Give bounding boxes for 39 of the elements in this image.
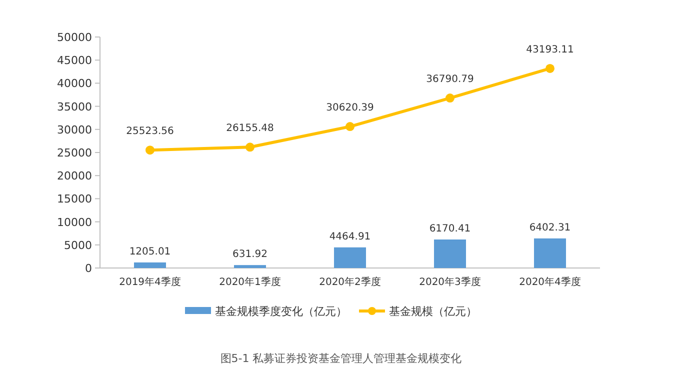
data-label: 4464.91 [329,231,371,242]
data-label: 1205.01 [129,246,171,258]
y-tick-label: 25000 [57,146,92,160]
y-tick-label: 20000 [57,170,92,183]
data-label: 6170.41 [429,223,471,234]
legend-label: 基金规模（亿元） [389,305,477,318]
data-label: 25523.56 [126,126,174,138]
data-label: 43193.11 [526,44,574,56]
data-label: 36790.79 [426,74,474,86]
x-tick-label: 2020年1季度 [219,276,281,288]
point [246,142,254,152]
y-tick-label: 5000 [64,238,92,252]
legend-label: 基金规模季度变化（亿元） [215,305,347,318]
point [146,146,154,155]
text: 图5-1 私募证券投资基金管理人管理基金规模变化 [220,352,462,365]
point [346,122,354,132]
y-tick-label: 40000 [57,77,92,90]
y-tick-label: 0 [85,262,92,275]
point [546,64,554,73]
data-label: 30620.39 [326,102,374,114]
y-tick-label: 35000 [57,100,92,114]
bar [134,262,166,268]
bar [334,247,366,268]
x-tick-label: 2020年2季度 [319,276,381,288]
x-tick-label: 2020年4季度 [519,276,581,288]
point [446,94,454,103]
data-label: 6402.31 [529,222,571,234]
x-tick-label: 2019年4季度 [119,276,181,288]
y-tick-label: 30000 [57,123,92,136]
data-label: 26155.48 [226,123,274,134]
bar [534,238,566,268]
x-tick-label: 2020年3季度 [419,276,481,288]
data-label: 631.92 [232,249,268,260]
bar [234,265,266,268]
y-tick-label: 10000 [57,216,92,229]
bar [434,239,466,268]
y-tick-label: 15000 [57,192,92,206]
y-tick-label: 50000 [57,31,92,44]
y-tick-label: 45000 [57,54,92,68]
